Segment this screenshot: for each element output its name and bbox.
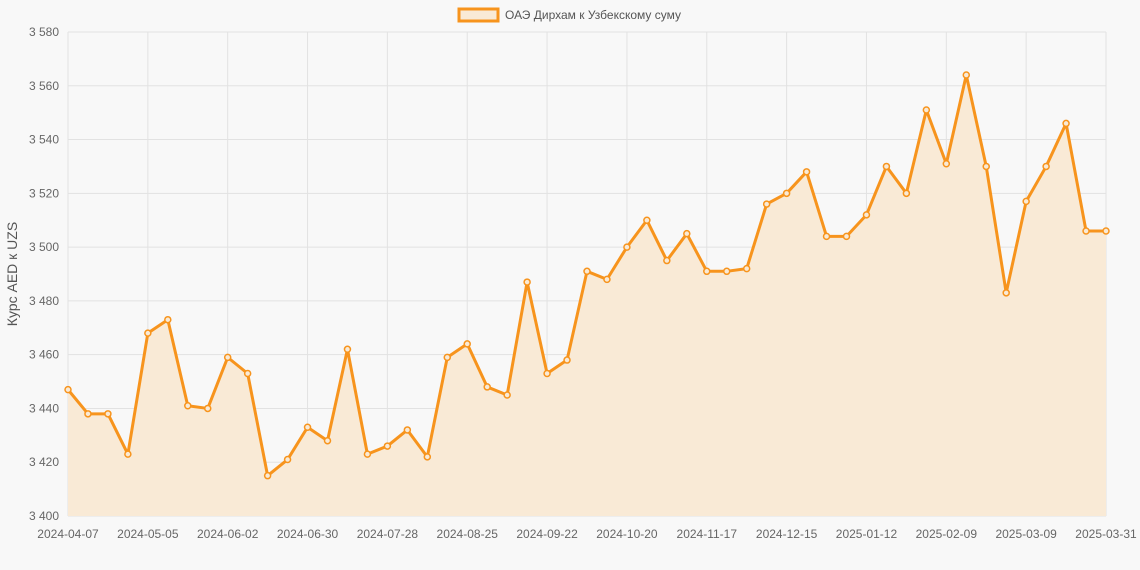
- data-point[interactable]: [104, 410, 112, 418]
- y-tick-label: 3 560: [29, 79, 59, 93]
- data-point[interactable]: [563, 356, 571, 364]
- x-axis-ticks: 2024-04-07 2024-05-05 2024-06-02 2024-06-30…: [37, 527, 1137, 541]
- data-point[interactable]: [802, 168, 811, 176]
- x-tick-label: 2025-02-09: [916, 527, 978, 541]
- data-point[interactable]: [84, 410, 92, 418]
- x-tick-label: 2024-06-30: [277, 527, 339, 541]
- data-point[interactable]: [962, 71, 971, 79]
- data-point[interactable]: [603, 275, 611, 284]
- x-tick-label: 2024-07-28: [357, 527, 419, 541]
- data-point[interactable]: [1082, 227, 1090, 235]
- data-point[interactable]: [323, 436, 332, 445]
- data-point[interactable]: [144, 329, 152, 337]
- data-point[interactable]: [423, 453, 432, 461]
- x-tick-label: 2025-03-31: [1075, 527, 1137, 541]
- data-point[interactable]: [822, 232, 831, 241]
- data-point[interactable]: [1002, 289, 1010, 297]
- x-tick-label: 2025-01-12: [836, 527, 898, 541]
- data-point[interactable]: [902, 189, 911, 198]
- data-point[interactable]: [124, 450, 132, 458]
- y-tick-label: 3 400: [29, 509, 59, 523]
- y-tick-label: 3 580: [29, 25, 59, 39]
- data-point[interactable]: [164, 315, 172, 324]
- legend-label: ОАЭ Дирхам к Узбекскому суму: [505, 8, 681, 22]
- y-tick-label: 3 540: [29, 133, 59, 147]
- data-point[interactable]: [762, 200, 771, 208]
- data-point[interactable]: [1062, 119, 1070, 128]
- data-point[interactable]: [363, 450, 372, 458]
- data-point[interactable]: [64, 385, 72, 394]
- data-point[interactable]: [942, 160, 951, 168]
- data-point[interactable]: [703, 267, 711, 276]
- data-point[interactable]: [862, 211, 871, 219]
- data-point[interactable]: [583, 267, 591, 276]
- y-tick-label: 3 460: [29, 348, 59, 362]
- data-point[interactable]: [223, 353, 232, 362]
- data-point[interactable]: [483, 383, 491, 391]
- data-point[interactable]: [742, 264, 751, 273]
- data-point[interactable]: [463, 340, 471, 348]
- data-point[interactable]: [643, 216, 651, 224]
- data-point[interactable]: [403, 426, 412, 434]
- data-point[interactable]: [782, 189, 791, 198]
- data-point[interactable]: [383, 442, 392, 450]
- data-point[interactable]: [922, 106, 931, 114]
- data-point[interactable]: [663, 256, 671, 265]
- data-point[interactable]: [443, 353, 452, 362]
- data-point[interactable]: [523, 278, 531, 286]
- y-tick-label: 3 500: [29, 240, 59, 254]
- data-point[interactable]: [882, 162, 891, 171]
- data-point[interactable]: [1102, 227, 1110, 235]
- y-tick-label: 3 480: [29, 294, 59, 308]
- x-tick-label: 2025-03-09: [995, 527, 1057, 541]
- x-tick-label: 2024-05-05: [117, 527, 179, 541]
- x-tick-label: 2024-08-25: [437, 527, 499, 541]
- data-point[interactable]: [263, 471, 272, 480]
- data-point[interactable]: [543, 369, 551, 378]
- y-tick-label: 3 440: [29, 401, 59, 415]
- data-point[interactable]: [842, 232, 851, 241]
- data-point[interactable]: [982, 162, 990, 171]
- x-tick-label: 2024-06-02: [197, 527, 259, 541]
- data-point[interactable]: [303, 423, 312, 432]
- data-point[interactable]: [503, 391, 511, 399]
- legend[interactable]: ОАЭ Дирхам к Узбекскому суму: [457, 7, 681, 23]
- y-tick-label: 3 520: [29, 186, 59, 200]
- data-point[interactable]: [623, 243, 631, 251]
- x-tick-label: 2024-11-17: [677, 527, 738, 541]
- x-tick-label: 2024-09-22: [516, 527, 578, 541]
- data-point[interactable]: [1022, 197, 1030, 206]
- data-point[interactable]: [243, 369, 252, 378]
- data-point[interactable]: [343, 345, 352, 354]
- data-point[interactable]: [683, 229, 691, 238]
- area-fill: [68, 75, 1106, 517]
- legend-swatch: [457, 7, 500, 23]
- data-point[interactable]: [203, 404, 212, 413]
- data-point[interactable]: [283, 455, 292, 464]
- y-tick-label: 3 420: [29, 455, 59, 469]
- x-tick-label: 2024-12-15: [756, 527, 818, 541]
- y-axis-ticks: 3 400 3 420 3 440 3 460 3 480 3 500 3 520 3 540…: [29, 25, 59, 523]
- x-tick-label: 2024-10-20: [596, 527, 658, 541]
- x-tick-label: 2024-04-07: [37, 527, 99, 541]
- y-axis-title: Курс AED к UZS: [4, 222, 20, 326]
- series-points: [64, 71, 1110, 480]
- data-point[interactable]: [1042, 162, 1050, 171]
- data-point[interactable]: [184, 402, 192, 410]
- series-area-fill: [68, 75, 1106, 517]
- data-point[interactable]: [722, 267, 731, 276]
